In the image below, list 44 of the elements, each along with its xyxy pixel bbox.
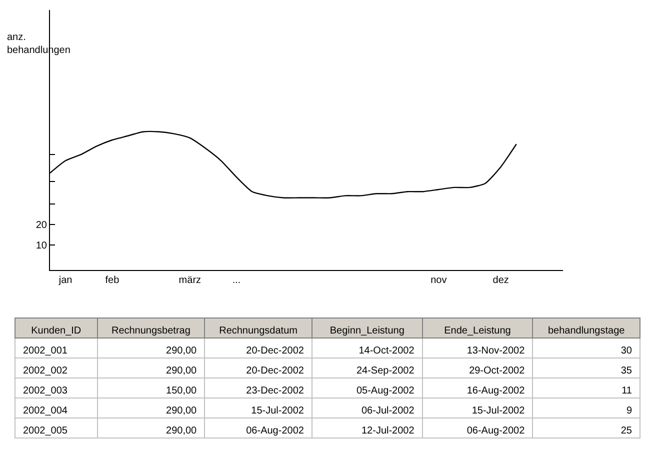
text: 35: [620, 366, 632, 376]
text: 25: [620, 426, 632, 436]
x-tick-label: ...: [232, 275, 241, 286]
category-label: behandlungstage: [548, 326, 626, 336]
text: 16-Aug-2002: [466, 386, 525, 396]
text: 290,00: [166, 406, 197, 416]
text: 290,00: [166, 366, 197, 376]
text: 14-Oct-2002: [358, 346, 414, 356]
text: 05-Aug-2002: [356, 386, 414, 396]
y-tick-label: 10: [36, 240, 48, 252]
text: 150,00: [166, 386, 197, 396]
text: 23-Dec-2002: [246, 386, 304, 396]
text: 15-Jul-2002: [472, 406, 525, 416]
category-label: Kunden_ID: [31, 326, 82, 336]
text: 290,00: [166, 426, 197, 436]
category-label: Beginn_Leistung: [330, 326, 404, 336]
text: 9: [626, 406, 632, 416]
text: 2002_005: [23, 426, 68, 436]
text: 2002_001: [23, 346, 68, 356]
text: 2002_004: [23, 406, 68, 416]
category-label: Rechnungsdatum: [219, 326, 298, 336]
y-tick-label: 20: [36, 220, 48, 232]
text: 2002_003: [23, 386, 68, 396]
text: 20-Dec-2002: [246, 346, 304, 356]
text: 06-Aug-2002: [466, 426, 525, 436]
text: 13-Nov-2002: [466, 346, 525, 356]
x-tick-label: dez: [492, 275, 509, 286]
text: 11: [622, 386, 632, 396]
text: 290,00: [166, 346, 197, 356]
text: 06-Aug-2002: [246, 426, 304, 436]
category-label: Rechnungsbetrag: [111, 326, 190, 336]
text: 12-Jul-2002: [361, 426, 414, 436]
category-label: Ende_Leistung: [444, 326, 511, 336]
text: 06-Jul-2002: [361, 406, 414, 416]
text: 24-Sep-2002: [356, 366, 414, 376]
x-tick-label: jan: [58, 275, 72, 286]
text: 29-Oct-2002: [469, 366, 525, 376]
text: 20-Dec-2002: [246, 366, 304, 376]
text: 2002_002: [23, 366, 68, 376]
x-tick-label: feb: [105, 275, 120, 286]
x-tick-label: nov: [430, 275, 447, 286]
x-tick-label: märz: [178, 275, 202, 286]
text: 30: [620, 346, 632, 356]
text: 15-Jul-2002: [251, 406, 304, 416]
